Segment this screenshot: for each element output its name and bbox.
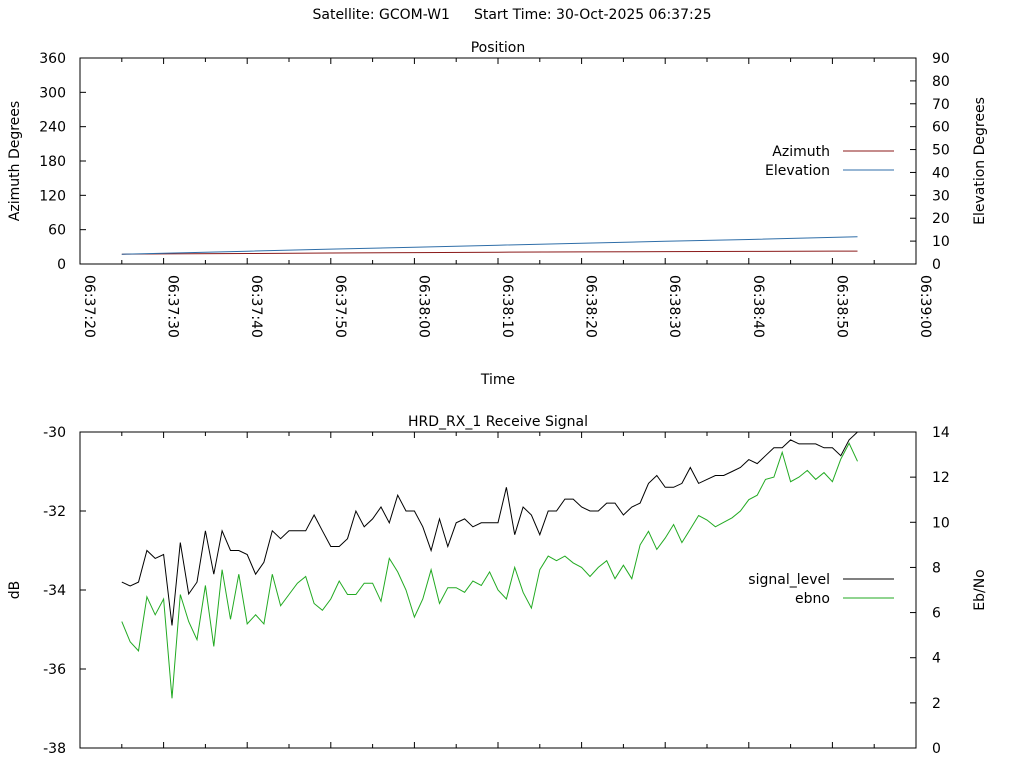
chart2-y-tick-label: -30 (43, 425, 66, 441)
chart1-x-tick-label: 06:38:00 (415, 275, 431, 338)
chart2-y-tick-label: -32 (43, 504, 66, 520)
chart2-y2-tick-label: 4 (932, 651, 941, 667)
chart1-x-tick-label: 06:38:10 (499, 275, 515, 338)
start-time-label: Start Time: 30-Oct-2025 06:37:25 (473, 7, 712, 23)
chart2-y-axis-label: dB (7, 581, 23, 600)
chart1-y2-tick-label: 10 (932, 234, 950, 250)
chart1-y2-axis-label: Elevation Degrees (972, 97, 988, 225)
chart2-y2-tick-label: 0 (932, 741, 941, 757)
chart2-series-signal-level-line (121, 431, 858, 626)
chart2-y-tick-label: -38 (43, 741, 66, 757)
chart1-legend-label-azimuth: Azimuth (772, 144, 830, 160)
chart1-x-tick-label: 06:38:20 (583, 275, 599, 338)
chart2-y2-tick-label: 12 (932, 470, 950, 486)
chart2-y2-tick-label: 2 (932, 696, 941, 712)
chart1-y2-tick-label: 60 (932, 120, 950, 136)
chart1-y2-tick-label: 0 (932, 257, 941, 273)
chart2-legend-label-ebno: ebno (795, 591, 830, 607)
chart1-x-tick-label: 06:37:30 (165, 275, 181, 338)
chart1-x-tick-label: 06:38:40 (750, 275, 766, 338)
satellite-label: Satellite: GCOM-W1 (312, 7, 450, 23)
chart1-x-tick-label: 06:37:40 (248, 275, 264, 338)
chart2-series-ebno-line (121, 442, 858, 699)
chart1-title: Position (471, 40, 526, 56)
chart2-y2-tick-label: 6 (932, 606, 941, 622)
chart1-y-tick-label: 180 (39, 154, 66, 170)
chart1-y-tick-label: 240 (39, 120, 66, 136)
chart1-x-axis-label: Time (480, 372, 515, 388)
chart2-y-tick-label: -36 (43, 662, 66, 678)
chart1-y-tick-label: 60 (48, 223, 66, 239)
chart2-legend-label-signal-level: signal_level (748, 572, 830, 588)
chart2-title: HRD_RX_1 Receive Signal (408, 414, 588, 430)
chart2-y-tick-label: -34 (43, 583, 66, 599)
chart1-y2-tick-label: 90 (932, 51, 950, 67)
chart2-y2-axis-label: Eb/No (972, 569, 988, 611)
chart1-y-tick-label: 300 (39, 85, 66, 101)
chart1-x-tick-label: 06:39:00 (917, 275, 933, 338)
chart1-y2-tick-label: 70 (932, 97, 950, 113)
chart1-y2-tick-label: 40 (932, 165, 950, 181)
chart1-y2-tick-label: 50 (932, 143, 950, 159)
chart1-y2-tick-label: 30 (932, 188, 950, 204)
chart2-y2-tick-label: 8 (932, 560, 941, 576)
page-title: Satellite: GCOM-W1 Start Time: 30-Oct-202… (0, 7, 1024, 23)
chart1-y-tick-label: 0 (57, 257, 66, 273)
chart1-x-tick-label: 06:37:20 (81, 275, 97, 338)
chart1-x-tick-label: 06:37:50 (332, 275, 348, 338)
chart1-y2-tick-label: 20 (932, 211, 950, 227)
chart1-x-tick-label: 06:38:30 (666, 275, 682, 338)
chart1-legend-label-elevation: Elevation (765, 163, 830, 179)
chart1-y-tick-label: 120 (39, 188, 66, 204)
chart1-y-tick-label: 360 (39, 51, 66, 67)
chart1-x-tick-label: 06:38:50 (833, 275, 849, 338)
chart1-plot-frame (79, 57, 917, 265)
chart1-series-elevation-line (121, 236, 858, 255)
chart1-y-axis-label: Azimuth Degrees (7, 101, 23, 221)
chart1-y2-tick-label: 80 (932, 74, 950, 90)
chart2-y2-tick-label: 14 (932, 425, 950, 441)
chart2-y2-tick-label: 10 (932, 515, 950, 531)
chart1-series-azimuth-line (121, 250, 858, 255)
